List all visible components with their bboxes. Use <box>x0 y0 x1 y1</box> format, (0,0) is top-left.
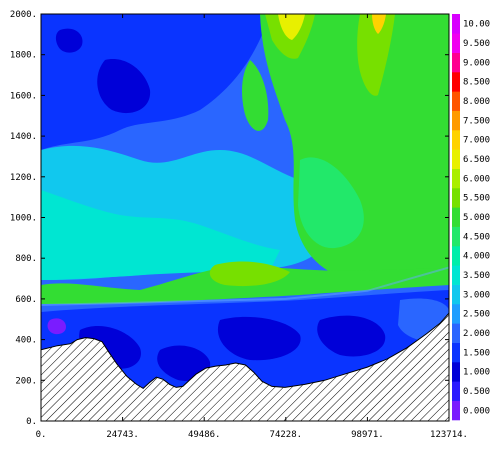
colorbar-swatch <box>452 323 460 343</box>
y-tick-label: 200. <box>15 376 37 386</box>
y-tick-label: 1600. <box>10 91 37 101</box>
colorbar-swatch <box>452 149 460 169</box>
colorbar-swatch <box>452 188 460 208</box>
colorbar-label: 1.500 <box>463 348 490 358</box>
y-tick-label: 800. <box>15 254 37 264</box>
field-lower-purple <box>47 318 66 335</box>
colorbar-swatch <box>452 52 460 73</box>
field-darkblue-upper <box>97 59 151 114</box>
y-tick-label: 2000. <box>10 10 37 20</box>
colorbar-label: 4.500 <box>463 232 490 242</box>
colorbar-label: 6.000 <box>463 174 490 184</box>
colorbar-swatch <box>452 304 460 324</box>
field-yellow-top <box>278 14 305 40</box>
plot-area <box>41 14 449 421</box>
x-axis: 0. 24743. 49486. 74228. 98971. 123714. <box>36 14 468 440</box>
field-lower-dark-2 <box>217 316 301 361</box>
inversion-line <box>41 266 449 306</box>
field-yellow-top-right <box>372 14 386 34</box>
field-limegreen-top-right <box>357 14 395 96</box>
colorbar-label: 10.00 <box>463 20 490 30</box>
x-tick-label: 24743. <box>106 430 139 440</box>
colorbar-label: 8.500 <box>463 78 490 88</box>
colorbar-label: 5.500 <box>463 194 490 204</box>
y-tick-label: 400. <box>15 336 37 346</box>
field-lower-dark-3 <box>317 315 386 357</box>
y-tick-label: 1800. <box>10 51 37 61</box>
colorbar-label: 0.000 <box>463 406 490 416</box>
field-green-plume-left <box>242 60 269 131</box>
colorbar-swatch <box>452 72 460 92</box>
field-lightgreen-right <box>298 157 364 249</box>
colorbar-label: 4.000 <box>463 252 490 262</box>
terrain-hatch <box>41 312 449 421</box>
y-tick-label: 0. <box>26 417 37 427</box>
field-turquoise-mid <box>41 190 280 280</box>
field-darkblue-upper-2 <box>55 28 83 53</box>
colorbar-swatch <box>452 168 460 189</box>
y-tick-label: 1200. <box>10 173 37 183</box>
colorbar: 0.000 0.500 1.000 1.500 2.000 2.500 3.000 3.500… <box>452 14 490 421</box>
colorbar-label: 3.000 <box>463 290 490 300</box>
colorbar-swatch <box>452 246 460 266</box>
colorbar-swatch <box>452 110 460 131</box>
y-tick-label: 1400. <box>10 132 37 142</box>
y-axis: 0. 200. 400. 600. 800. 1000. 1200. 1400. 1600. 18… <box>10 10 449 427</box>
x-tick-label: 123714. <box>430 430 468 440</box>
colorbar-swatch <box>452 284 460 305</box>
colorbar-swatch <box>452 207 460 227</box>
colorbar-swatch <box>452 362 460 382</box>
colorbar-swatch <box>452 400 460 421</box>
colorbar-label: 3.500 <box>463 271 490 281</box>
field-blue-upper <box>41 14 270 150</box>
y-tick-label: 600. <box>15 295 37 305</box>
colorbar-swatch <box>452 342 460 363</box>
colorbar-label: 6.500 <box>463 155 490 165</box>
y-tick-label: 1000. <box>10 214 37 224</box>
field-lower-dark-4 <box>157 345 211 382</box>
colorbar-label: 7.500 <box>463 116 490 126</box>
colorbar-swatch <box>452 33 460 53</box>
colorbar-swatch <box>452 265 460 285</box>
x-tick-label: 98971. <box>351 430 384 440</box>
colorbar-swatch <box>452 226 460 247</box>
colorbar-label: 2.000 <box>463 329 490 339</box>
colorbar-label: 9.000 <box>463 58 490 68</box>
x-tick-label: 0. <box>36 430 47 440</box>
field-lime-patch <box>209 261 290 287</box>
colorbar-label: 2.500 <box>463 310 490 320</box>
colorbar-swatch <box>452 14 460 34</box>
x-tick-label: 74228. <box>270 430 303 440</box>
colorbar-label: 1.000 <box>463 368 490 378</box>
colorbar-label: 0.500 <box>463 387 490 397</box>
colorbar-swatch <box>452 381 460 401</box>
colorbar-label: 7.000 <box>463 136 490 146</box>
colorbar-swatch <box>452 91 460 111</box>
colorbar-label: 9.500 <box>463 39 490 49</box>
colorbar-label: 8.000 <box>463 97 490 107</box>
colorbar-swatch <box>452 130 460 150</box>
colorbar-label: 5.000 <box>463 213 490 223</box>
x-tick-label: 49486. <box>188 430 221 440</box>
